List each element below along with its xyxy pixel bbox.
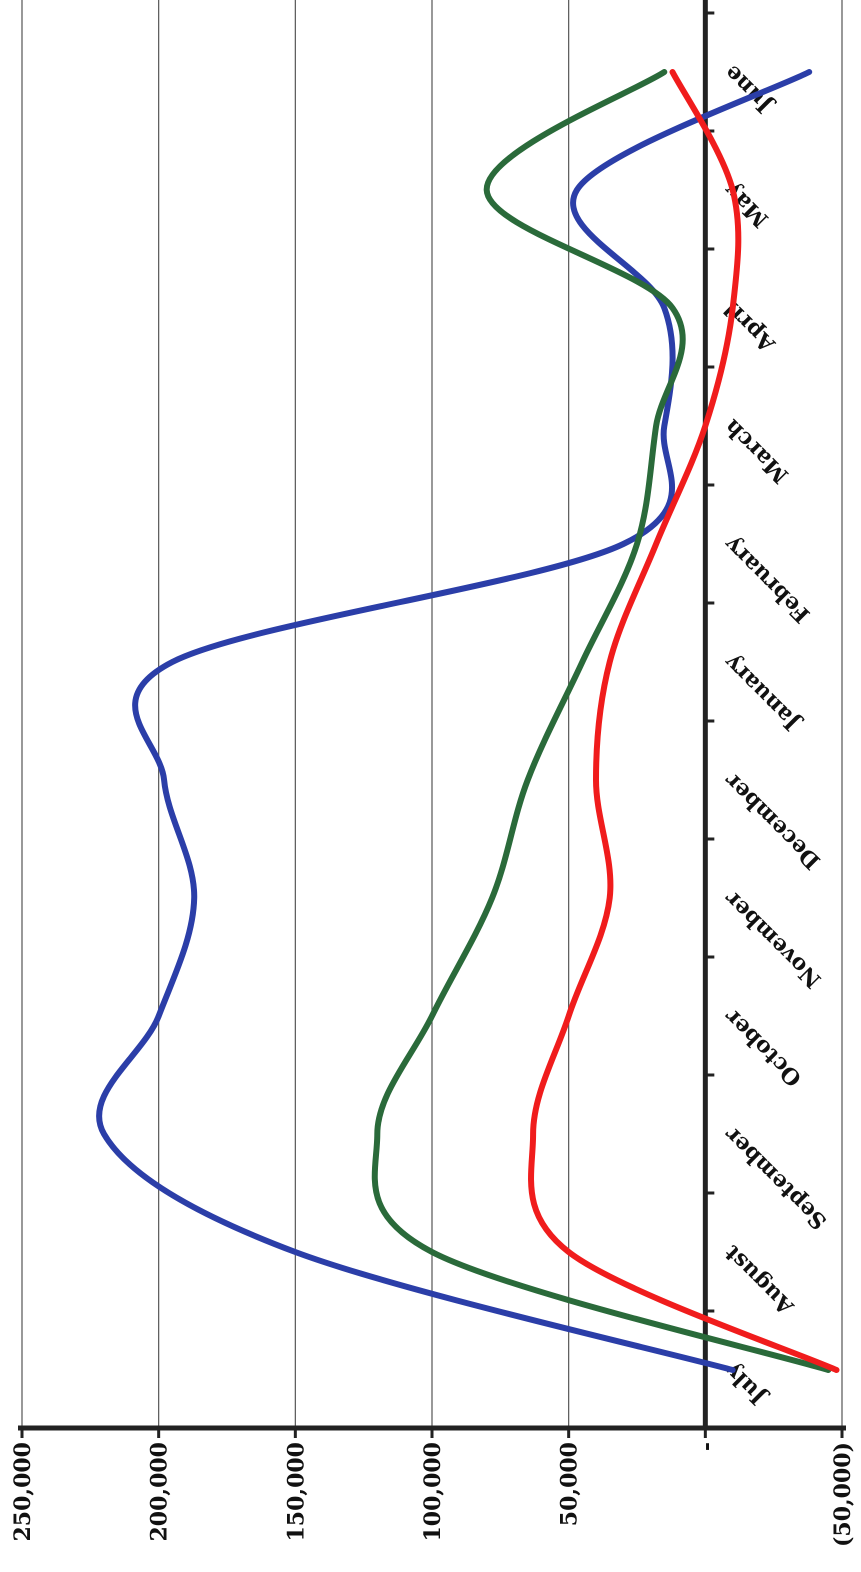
value-tick-label: - (693, 1442, 719, 1451)
value-tick-label: 100,000 (420, 1442, 446, 1542)
axes (18, 0, 846, 1431)
category-label-may: May (718, 177, 774, 233)
category-label-january: January (718, 649, 806, 737)
value-tick-label: 250,000 (10, 1442, 36, 1542)
gridlines (20, 0, 844, 1438)
series-line-2 (371, 69, 832, 1373)
value-tick-label: 200,000 (147, 1442, 173, 1542)
value-tick-label: 50,000 (557, 1442, 583, 1526)
category-label-december: December (719, 767, 826, 874)
category-label-july: July (718, 1357, 772, 1411)
value-tick-labels: 250,000 200,000 150,000 100,000 50,000 - (50,0… (10, 1442, 856, 1547)
category-label-february: February (718, 531, 815, 628)
category-label-october: October (719, 1003, 807, 1091)
series-line-3 (528, 69, 840, 1373)
series-line-1 (96, 69, 813, 1373)
category-label-september: September (719, 1121, 832, 1234)
category-label-march: March (719, 414, 794, 489)
value-tick-label: (50,000) (830, 1442, 856, 1547)
category-label-november: November (719, 885, 827, 993)
value-tick-label: 150,000 (283, 1442, 309, 1542)
series-lines (96, 69, 840, 1373)
category-label-august: August (719, 1239, 800, 1320)
